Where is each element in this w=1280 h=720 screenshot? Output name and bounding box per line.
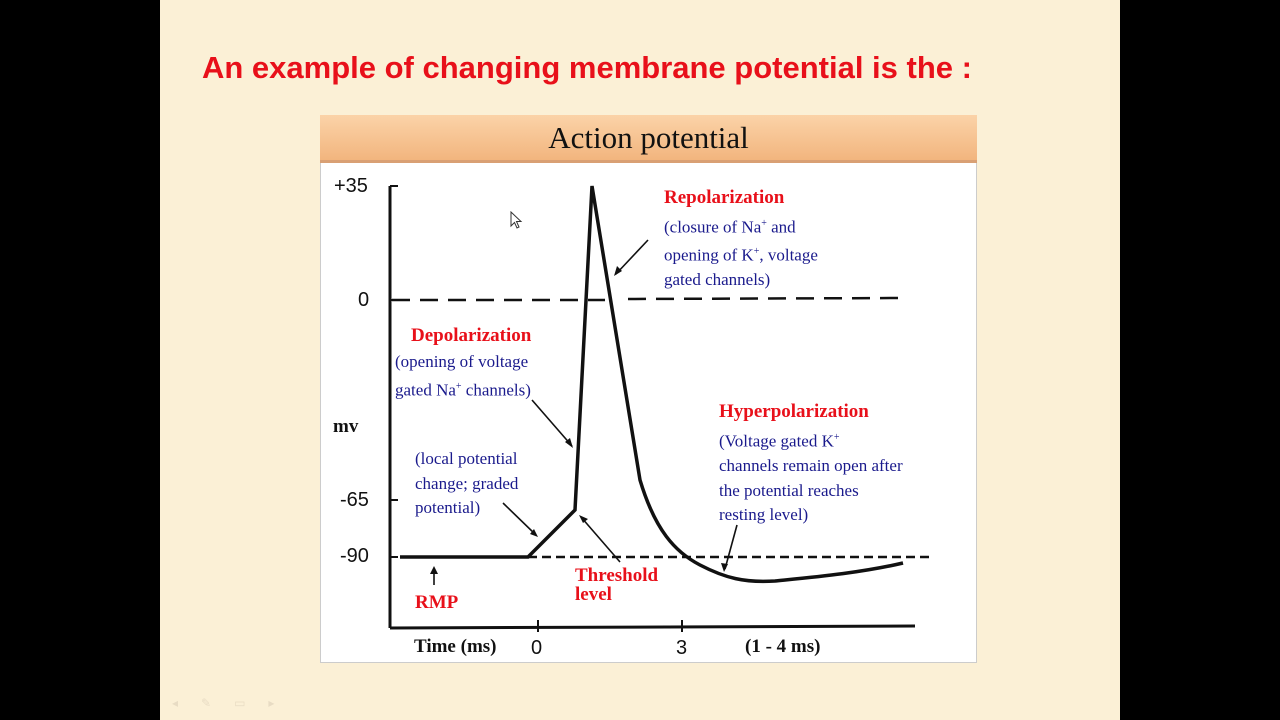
x-tick-label: 0 <box>531 637 543 659</box>
local-potential-text: (local potential change; graded potentia… <box>415 449 519 517</box>
y-tick-label: 0 <box>358 289 370 311</box>
y-tick-label: -90 <box>340 545 369 567</box>
zero-line-right <box>627 296 906 301</box>
slide-title: An example of changing membrane potentia… <box>202 50 972 85</box>
hyperpolarization-title: Hyperpolarization <box>719 401 869 422</box>
action-potential-curve <box>400 185 904 584</box>
local-potential-arrow <box>502 502 537 536</box>
repolarization-title: Repolarization <box>664 187 785 208</box>
threshold-label: Threshold level <box>575 565 659 605</box>
x-axis-label: Time (ms) <box>414 636 497 657</box>
x-duration-note: (1 - 4 ms) <box>745 636 821 657</box>
hyperpolarization-arrow <box>724 524 738 570</box>
repolarization-arrow <box>615 239 649 275</box>
hyperpolarization-text: (Voltage gated K+ channels remain open a… <box>719 431 903 525</box>
diagram-header: Action potential <box>320 115 977 163</box>
y-axis-label: mv <box>333 416 359 437</box>
depolarization-arrow <box>531 399 573 447</box>
depolarization-text: (opening of voltage gated Na+ channels) <box>395 352 531 400</box>
x-axis <box>389 624 916 630</box>
y-tick-label: -65 <box>340 489 369 511</box>
mouse-cursor-icon <box>510 211 523 229</box>
y-tick-label: +35 <box>334 175 368 197</box>
rmp-label: RMP <box>415 592 459 613</box>
repolarization-text: (closure of Na+ and opening of K+, volta… <box>664 217 818 290</box>
annotation-arrows <box>433 239 738 585</box>
depolarization-title: Depolarization <box>411 325 532 346</box>
slide-nav-controls[interactable]: ◂ ✎ ▭ ▸ <box>172 696 285 710</box>
x-tick-label: 3 <box>676 637 688 659</box>
threshold-arrow <box>580 516 621 563</box>
